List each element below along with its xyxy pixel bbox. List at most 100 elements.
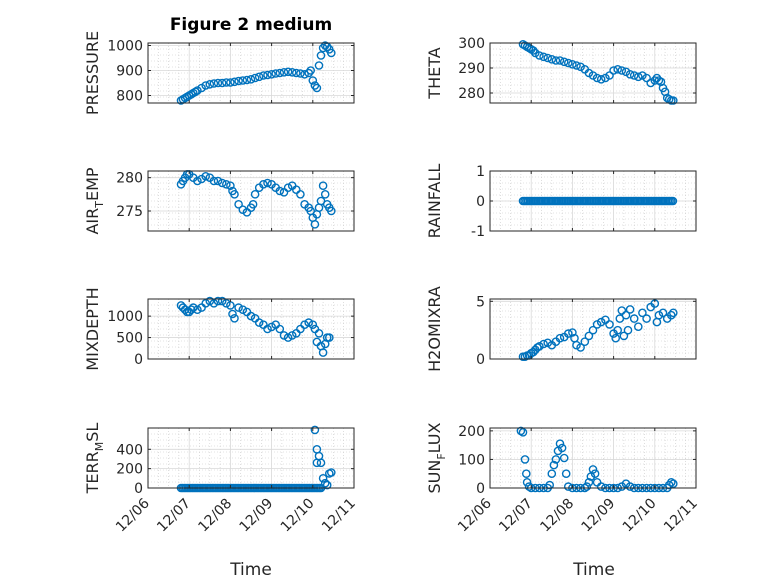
data-point bbox=[246, 75, 256, 84]
data-point bbox=[547, 469, 557, 479]
data-point bbox=[263, 70, 272, 80]
data-point bbox=[568, 60, 577, 69]
data-point bbox=[611, 333, 621, 343]
data-point bbox=[318, 181, 328, 190]
data-point bbox=[518, 427, 528, 437]
y-tick-label: 0 bbox=[134, 352, 143, 368]
data-point bbox=[238, 76, 248, 85]
data-point bbox=[617, 306, 627, 315]
data-point bbox=[275, 68, 285, 78]
data-point bbox=[609, 66, 618, 75]
data-point bbox=[217, 78, 227, 88]
data-point bbox=[300, 70, 309, 79]
data-point bbox=[592, 73, 602, 83]
data-point bbox=[180, 305, 190, 315]
data-point bbox=[650, 76, 660, 85]
data-point bbox=[642, 73, 651, 83]
data-point bbox=[318, 473, 328, 483]
data-point bbox=[316, 51, 326, 60]
y-tick-label: 200 bbox=[116, 462, 143, 478]
data-point bbox=[557, 443, 567, 453]
data-point bbox=[234, 199, 243, 209]
y-tick-label: 0 bbox=[476, 481, 485, 497]
y-axis-label: H2OMIXRA bbox=[425, 286, 444, 372]
y-axis-label: AIRTEMP bbox=[83, 167, 106, 234]
data-point bbox=[535, 341, 544, 351]
axes-box bbox=[147, 42, 355, 104]
data-point bbox=[588, 465, 598, 474]
data-point bbox=[250, 189, 260, 199]
data-point bbox=[209, 79, 219, 88]
data-point bbox=[201, 171, 210, 181]
y-tick-label: 500 bbox=[116, 331, 143, 347]
data-point bbox=[623, 325, 633, 335]
data-point bbox=[617, 66, 627, 75]
y-axis-label: MIXDEPTH bbox=[83, 287, 102, 370]
data-point bbox=[625, 305, 635, 314]
subplot-air-temp: 275 280 AIRTEMP bbox=[83, 167, 355, 235]
y-tick-label: 800 bbox=[116, 89, 143, 105]
axes-box bbox=[147, 170, 355, 232]
data-point bbox=[209, 298, 219, 308]
data-point bbox=[267, 70, 276, 79]
data-point bbox=[605, 71, 614, 80]
subplot-pressure: 800 900 1000 PRESSURE bbox=[83, 31, 355, 115]
data-point bbox=[304, 318, 314, 327]
data-point bbox=[254, 72, 264, 82]
data-point bbox=[230, 313, 239, 323]
data-point bbox=[625, 482, 635, 491]
data-point bbox=[559, 453, 569, 463]
data-point bbox=[555, 56, 565, 65]
x-axis-label-right: Time bbox=[572, 560, 615, 580]
data-point bbox=[629, 314, 639, 323]
data-point bbox=[584, 477, 594, 487]
data-point bbox=[318, 43, 328, 53]
data-point bbox=[306, 66, 316, 75]
data-point bbox=[308, 320, 318, 330]
data-point bbox=[221, 179, 231, 189]
data-point bbox=[213, 296, 223, 306]
data-point bbox=[619, 331, 629, 341]
data-point bbox=[296, 69, 305, 78]
data-point bbox=[576, 62, 585, 72]
data-point bbox=[221, 78, 231, 87]
data-point bbox=[279, 68, 289, 77]
subplot-theta: 280 290 300 THETA bbox=[425, 36, 697, 105]
data-point bbox=[296, 189, 305, 199]
data-point bbox=[516, 426, 526, 436]
data-point bbox=[314, 61, 324, 70]
data-point bbox=[529, 46, 538, 55]
y-tick-label: 0 bbox=[476, 194, 485, 210]
data-point bbox=[310, 425, 320, 435]
data-point bbox=[246, 311, 256, 321]
data-point bbox=[669, 308, 678, 318]
y-axis-label: PRESSURE bbox=[83, 31, 102, 115]
y-tick-label: 900 bbox=[116, 64, 143, 80]
data-point bbox=[217, 296, 227, 306]
y-tick-label: 400 bbox=[116, 442, 143, 458]
data-point bbox=[669, 479, 678, 489]
data-point bbox=[230, 189, 239, 199]
axes-box bbox=[147, 298, 355, 360]
data-point bbox=[201, 81, 210, 90]
data-point bbox=[590, 469, 600, 479]
data-point bbox=[549, 460, 559, 470]
data-point bbox=[205, 296, 215, 306]
data-point bbox=[213, 176, 223, 186]
data-point bbox=[193, 305, 202, 315]
y-axis-label: RAINFALL bbox=[425, 164, 444, 239]
subplot-rainfall: -1 0 1 RAINFALL bbox=[425, 164, 697, 240]
y-tick-label: 280 bbox=[458, 86, 485, 102]
y-axis-label: TERRMSL bbox=[83, 423, 106, 495]
axes-box bbox=[489, 427, 697, 489]
data-point bbox=[254, 318, 264, 327]
data-point bbox=[291, 68, 301, 78]
data-point bbox=[226, 181, 235, 190]
data-point bbox=[568, 328, 577, 337]
data-point bbox=[234, 76, 243, 86]
data-point bbox=[582, 482, 592, 491]
data-point bbox=[638, 308, 647, 318]
data-point bbox=[320, 478, 330, 488]
data-point bbox=[543, 53, 553, 63]
data-point bbox=[555, 439, 565, 449]
